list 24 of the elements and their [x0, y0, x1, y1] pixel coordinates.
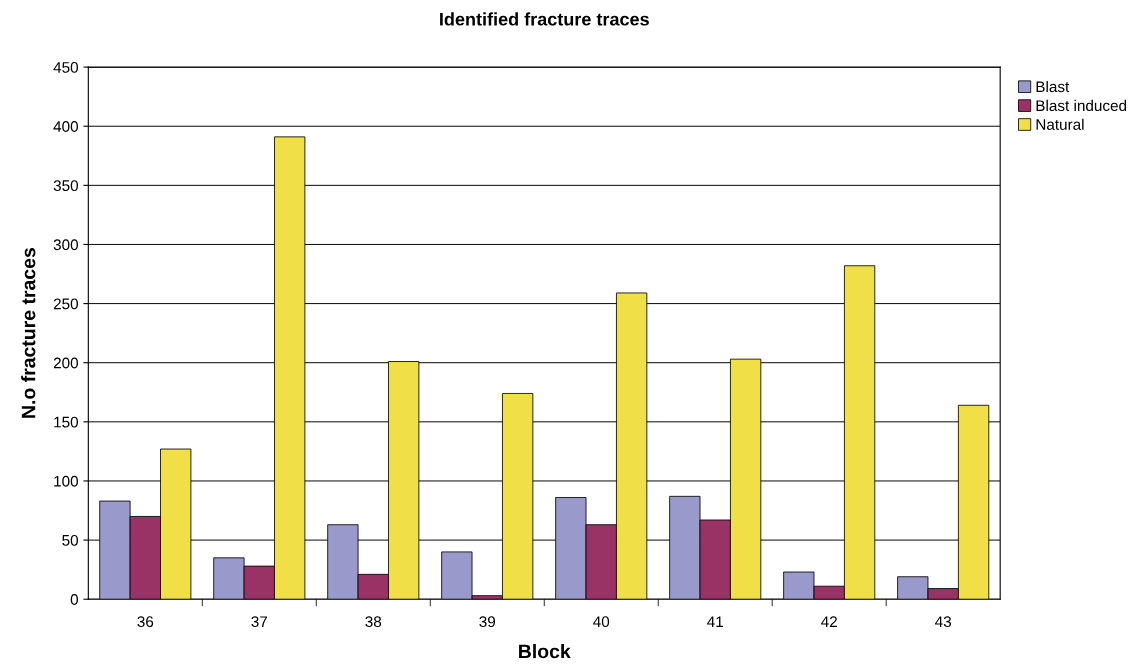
y-axis-title: N.o fracture traces: [21, 248, 36, 418]
x-tick-label: 40: [593, 616, 610, 628]
x-tick-label: 37: [251, 616, 268, 628]
x-tick-label: 42: [821, 616, 837, 627]
x-tick-label: 38: [365, 616, 382, 628]
legend-label: Blast: [1036, 80, 1070, 93]
x-axis-title: Block: [519, 644, 571, 659]
y-tick-label: 350: [53, 180, 78, 192]
legend-label: Natural: [1036, 118, 1084, 130]
legend-label: Blast induced: [1036, 99, 1127, 112]
y-tick-label: 250: [53, 298, 78, 310]
x-tick-label: 39: [479, 616, 496, 628]
y-tick-label: 400: [53, 121, 78, 132]
x-tick-label: 41: [707, 616, 723, 627]
chart-title: Identified fracture traces: [440, 12, 649, 26]
y-tick-label: 450: [53, 61, 78, 73]
y-tick-label: 0: [70, 594, 78, 605]
x-tick-label: 43: [935, 616, 952, 628]
y-tick-label: 200: [53, 357, 78, 369]
y-tick-label: 50: [62, 534, 78, 546]
y-tick-label: 300: [53, 239, 78, 251]
y-tick-label: 150: [54, 416, 78, 428]
y-tick-label: 100: [54, 475, 78, 487]
x-tick-label: 36: [137, 616, 154, 628]
